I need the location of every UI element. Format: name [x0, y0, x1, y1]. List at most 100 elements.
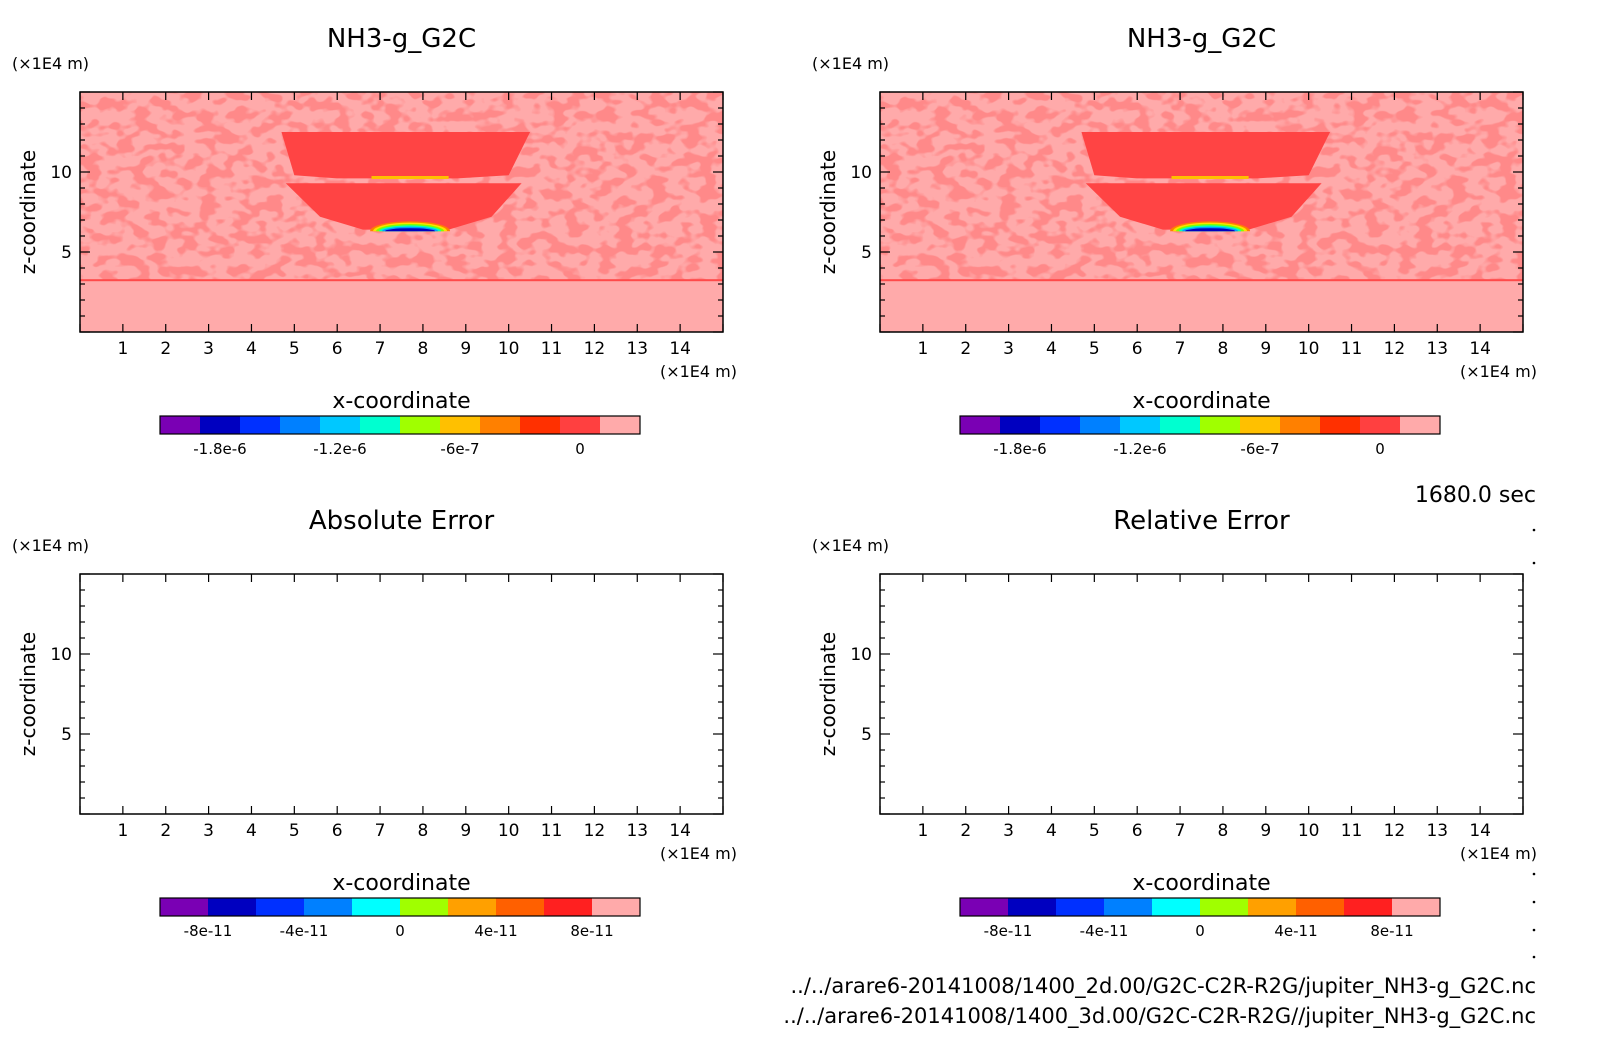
x-unit-label: (×1E4 m) [1460, 362, 1537, 381]
colorbar-frame [959, 415, 1441, 435]
colorbar-swatch [520, 416, 561, 434]
colorbar-swatch [1152, 898, 1201, 916]
x-tick-label: 2 [960, 821, 971, 841]
chart-title: NH3-g_G2C [1127, 24, 1276, 54]
x-tick-label: 12 [584, 339, 606, 359]
colorbar-swatch [1080, 416, 1121, 434]
colorbar-tick-label: -1.2e-6 [313, 440, 366, 458]
colorbar-swatch [544, 898, 593, 916]
y-unit-label: (×1E4 m) [12, 536, 89, 555]
y-ticks: 5 10 [50, 91, 723, 333]
x-tick-label: 5 [1089, 339, 1100, 359]
colorbar-swatch [1280, 416, 1321, 434]
colorbar: -8e-11 -4e-11 0 4e-11 8e-11 [959, 897, 1441, 940]
y-unit-label: (×1E4 m) [812, 536, 889, 555]
x-ticks: 1 2 3 4 5 6 7 8 9 10 11 12 13 14 [79, 574, 724, 841]
x-tick-label: 14 [1469, 339, 1491, 359]
x-tick-label: 6 [332, 821, 343, 841]
colorbar-swatch [200, 416, 241, 434]
y-tick-label: 5 [61, 725, 72, 745]
footer-line-2: ../../arare6-20141008/1400_3d.00/G2C-C2R… [783, 1004, 1536, 1029]
y-axis-label: z-coordinate [816, 150, 840, 274]
x-tick-label: 10 [498, 339, 520, 359]
chart-panel-2: NH3-g_G2C (×1E4 m) (×1E4 m) x-coordinate z-c… [812, 24, 1537, 458]
x-tick-label: 9 [460, 821, 471, 841]
colorbar-frame [159, 897, 641, 917]
colorbar-tick-label: -6e-7 [440, 440, 479, 458]
x-tick-label: 13 [626, 821, 648, 841]
colorbar-swatch [1344, 898, 1393, 916]
colorbar-tick-label: 0 [1375, 440, 1385, 458]
x-tick-label: 14 [669, 821, 691, 841]
heatmap-arc-band [1185, 228, 1236, 232]
colorbar-swatch [592, 898, 641, 916]
x-tick-label: 5 [289, 339, 300, 359]
colorbar-tick-label: 8e-11 [570, 922, 613, 940]
x-tick-label: 7 [375, 339, 386, 359]
colorbar-swatch [208, 898, 257, 916]
x-tick-label: 12 [584, 821, 606, 841]
x-tick-label: 1 [917, 821, 928, 841]
x-tick-label: 5 [289, 821, 300, 841]
x-tick-label: 8 [1218, 821, 1229, 841]
plot-frame [879, 91, 1524, 333]
x-tick-label: 11 [1341, 821, 1363, 841]
plot-frame [879, 573, 1524, 815]
colorbar: -1.8e-6 -1.2e-6 -6e-7 0 [959, 415, 1441, 458]
colorbar-swatch [304, 898, 353, 916]
colorbar-swatch [1296, 898, 1345, 916]
y-ticks: 5 10 [850, 91, 1523, 333]
x-tick-label: 14 [1469, 821, 1491, 841]
colorbar-tick-label: -4e-11 [280, 922, 329, 940]
colorbar-swatch [360, 416, 401, 434]
y-unit-label: (×1E4 m) [12, 54, 89, 73]
colorbar: -1.8e-6 -1.2e-6 -6e-7 0 [159, 415, 641, 458]
x-tick-label: 14 [669, 339, 691, 359]
x-tick-label: 11 [541, 339, 563, 359]
colorbar-swatch [448, 898, 497, 916]
x-tick-label: 13 [1426, 339, 1448, 359]
y-tick-label: 5 [861, 725, 872, 745]
colorbar-swatch [1240, 416, 1281, 434]
colorbar-swatch [256, 898, 305, 916]
colorbar-swatch [320, 416, 361, 434]
x-tick-label: 10 [1298, 339, 1320, 359]
x-axis-label: x-coordinate [332, 871, 470, 896]
colorbar-swatch [1200, 416, 1241, 434]
x-tick-label: 9 [1260, 821, 1271, 841]
x-tick-label: 8 [418, 821, 429, 841]
heatmap-upper-region [1081, 132, 1331, 179]
chart-panel-4: Relative Error (×1E4 m) (×1E4 m) x-coordina… [812, 506, 1537, 940]
x-tick-label: 7 [375, 821, 386, 841]
colorbar-swatch [400, 898, 449, 916]
colorbar-tick-label: 0 [395, 922, 405, 940]
x-tick-label: 6 [1132, 339, 1143, 359]
x-tick-label: 10 [1298, 821, 1320, 841]
heatmap-upper-region [281, 132, 531, 179]
x-ticks: 1 2 3 4 5 6 7 8 9 10 11 12 13 14 [879, 92, 1524, 359]
colorbar-tick-label: -8e-11 [184, 922, 233, 940]
heatmap-arc-band [385, 228, 436, 232]
heatmap-layer-line [80, 279, 723, 282]
colorbar-swatch [240, 416, 281, 434]
x-tick-label: 6 [1132, 821, 1143, 841]
x-unit-label: (×1E4 m) [1460, 844, 1537, 863]
colorbar-frame [159, 415, 641, 435]
x-tick-label: 7 [1175, 339, 1186, 359]
heatmap-band [371, 176, 449, 179]
colorbar-swatch [1104, 898, 1153, 916]
colorbar-tick-label: -4e-11 [1080, 922, 1129, 940]
colorbar-tick-label: 0 [575, 440, 585, 458]
y-axis-label: z-coordinate [816, 632, 840, 756]
y-axis-label: z-coordinate [16, 150, 40, 274]
x-tick-label: 1 [117, 339, 128, 359]
x-tick-label: 2 [160, 339, 171, 359]
colorbar-swatch [1248, 898, 1297, 916]
colorbar-swatch [1040, 416, 1081, 434]
colorbar-tick-label: 0 [1195, 922, 1205, 940]
x-tick-label: 10 [498, 821, 520, 841]
colorbar-tick-label: -6e-7 [1240, 440, 1279, 458]
colorbar-swatch [160, 416, 201, 434]
x-tick-label: 11 [541, 821, 563, 841]
x-ticks: 1 2 3 4 5 6 7 8 9 10 11 12 13 14 [79, 92, 724, 359]
